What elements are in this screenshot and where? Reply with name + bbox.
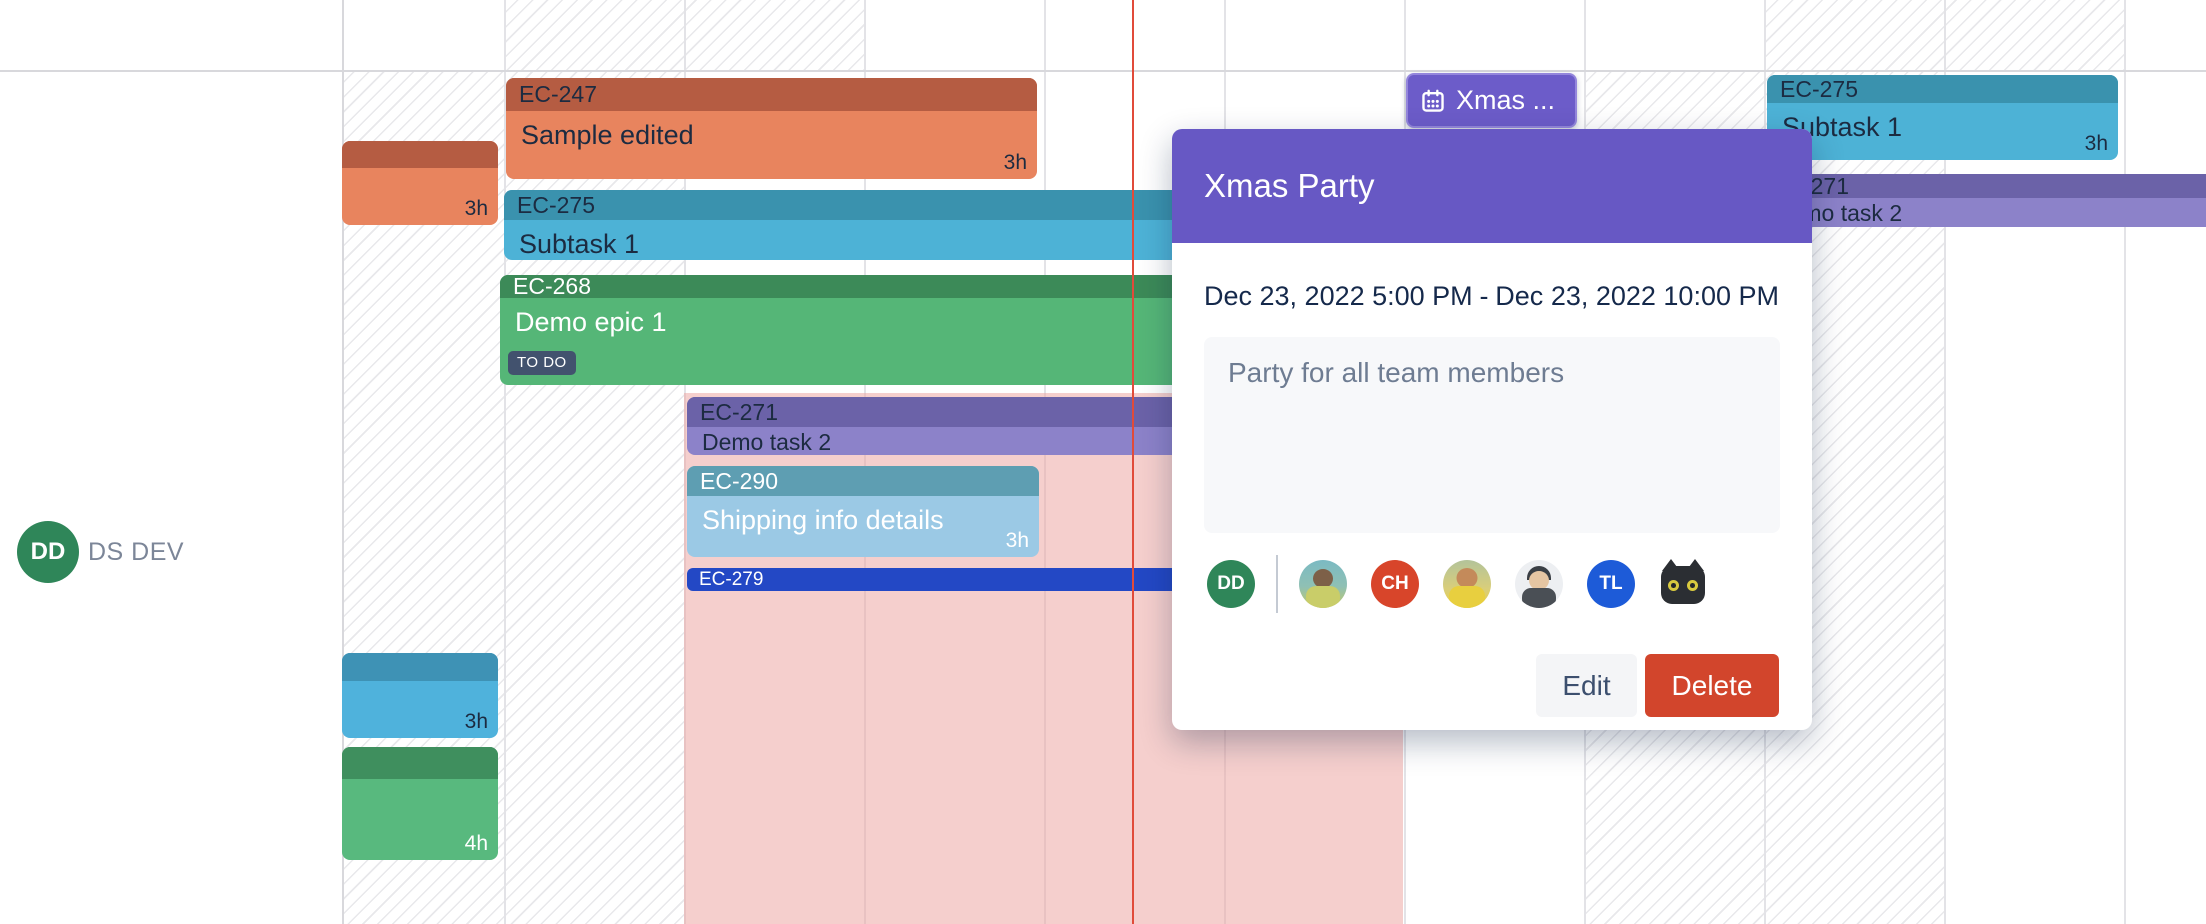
task-key: EC-290: [700, 467, 778, 494]
popup-actions: Edit Delete: [1172, 654, 1779, 717]
task-hours: 3h: [1003, 151, 1027, 174]
date-range-separator: -: [1479, 281, 1489, 311]
task-key: EC-268: [513, 275, 591, 299]
task-title: Demo task 2: [1773, 200, 1903, 226]
event-pill-xmas[interactable]: Xmas ...: [1406, 73, 1577, 128]
header-divider: [0, 70, 2206, 72]
task-title: Subtask 1: [519, 229, 640, 259]
resource-avatar: DD: [17, 521, 79, 583]
delete-button[interactable]: Delete: [1645, 654, 1779, 717]
popup-title: Xmas Party: [1204, 167, 1375, 204]
attendee-avatar-photo: [1515, 560, 1563, 608]
task-hours: 3h: [1005, 529, 1029, 552]
event-dates-row: Dec 23, 2022 5:00 PM - Dec 23, 2022 10:0…: [1172, 281, 1812, 312]
resource-name: DS DEV: [88, 537, 185, 566]
task-bar-weekend-teal[interactable]: 3h: [342, 653, 498, 738]
attendee-avatar-photo: [1299, 560, 1347, 608]
task-hours: 3h: [464, 197, 488, 220]
event-end-date[interactable]: Dec 23, 2022 10:00 PM: [1495, 281, 1779, 311]
attendees-row: DD CH TL: [1207, 555, 1812, 613]
task-bar-ec-247[interactable]: EC-247 Sample edited 3h: [506, 78, 1037, 179]
edit-button[interactable]: Edit: [1536, 654, 1637, 717]
task-bar-ec-275-segment[interactable]: EC-275 Subtask 1 3h: [1767, 75, 2118, 160]
event-start-date[interactable]: Dec 23, 2022 5:00 PM: [1204, 281, 1473, 311]
popup-header: Xmas Party: [1172, 129, 1812, 243]
day-gridline: [504, 0, 506, 924]
panel-boundary: [342, 0, 344, 924]
calendar-icon: [1420, 88, 1446, 114]
task-key: EC-247: [519, 81, 597, 107]
task-bar-weekend-orange[interactable]: 3h: [342, 141, 498, 225]
task-key: EC-275: [1780, 75, 1858, 102]
today-marker: [1132, 0, 1134, 924]
event-details-popup: Xmas Party Dec 23, 2022 5:00 PM - Dec 23…: [1172, 129, 1812, 730]
attendee-avatar-photo: [1443, 560, 1491, 608]
attendee-avatar-cat: [1659, 559, 1707, 608]
task-bar-weekend-green[interactable]: 4h: [342, 747, 498, 860]
event-description-input[interactable]: Party for all team members: [1204, 337, 1780, 533]
event-pill-label: Xmas ...: [1456, 85, 1556, 115]
status-badge: TO DO: [508, 351, 576, 375]
task-key: EC-279: [699, 568, 764, 590]
task-bar-ec-271-segment[interactable]: EC-271 Demo task 2: [1758, 174, 2206, 227]
resource-row-label: DD DS DEV: [17, 521, 184, 583]
task-title: Demo task 2: [702, 429, 832, 455]
task-title: Demo epic 1: [515, 307, 667, 337]
attendee-avatar-tl: TL: [1587, 560, 1635, 608]
task-hours: 3h: [464, 710, 488, 733]
task-title: Shipping info details: [702, 505, 944, 535]
attendee-avatar-dd: DD: [1207, 560, 1255, 608]
task-hours: 3h: [2084, 132, 2108, 155]
attendee-avatar-ch: CH: [1371, 560, 1419, 608]
task-bar-ec-290[interactable]: EC-290 Shipping info details 3h: [687, 466, 1039, 557]
task-title: Subtask 1: [1782, 112, 1903, 142]
day-gridline: [1944, 0, 1946, 924]
task-key: EC-271: [700, 398, 778, 425]
task-title: Sample edited: [521, 120, 694, 150]
day-gridline: [2124, 0, 2126, 924]
task-key: EC-275: [517, 191, 595, 218]
attendees-divider: [1276, 555, 1278, 613]
task-hours: 4h: [464, 832, 488, 855]
